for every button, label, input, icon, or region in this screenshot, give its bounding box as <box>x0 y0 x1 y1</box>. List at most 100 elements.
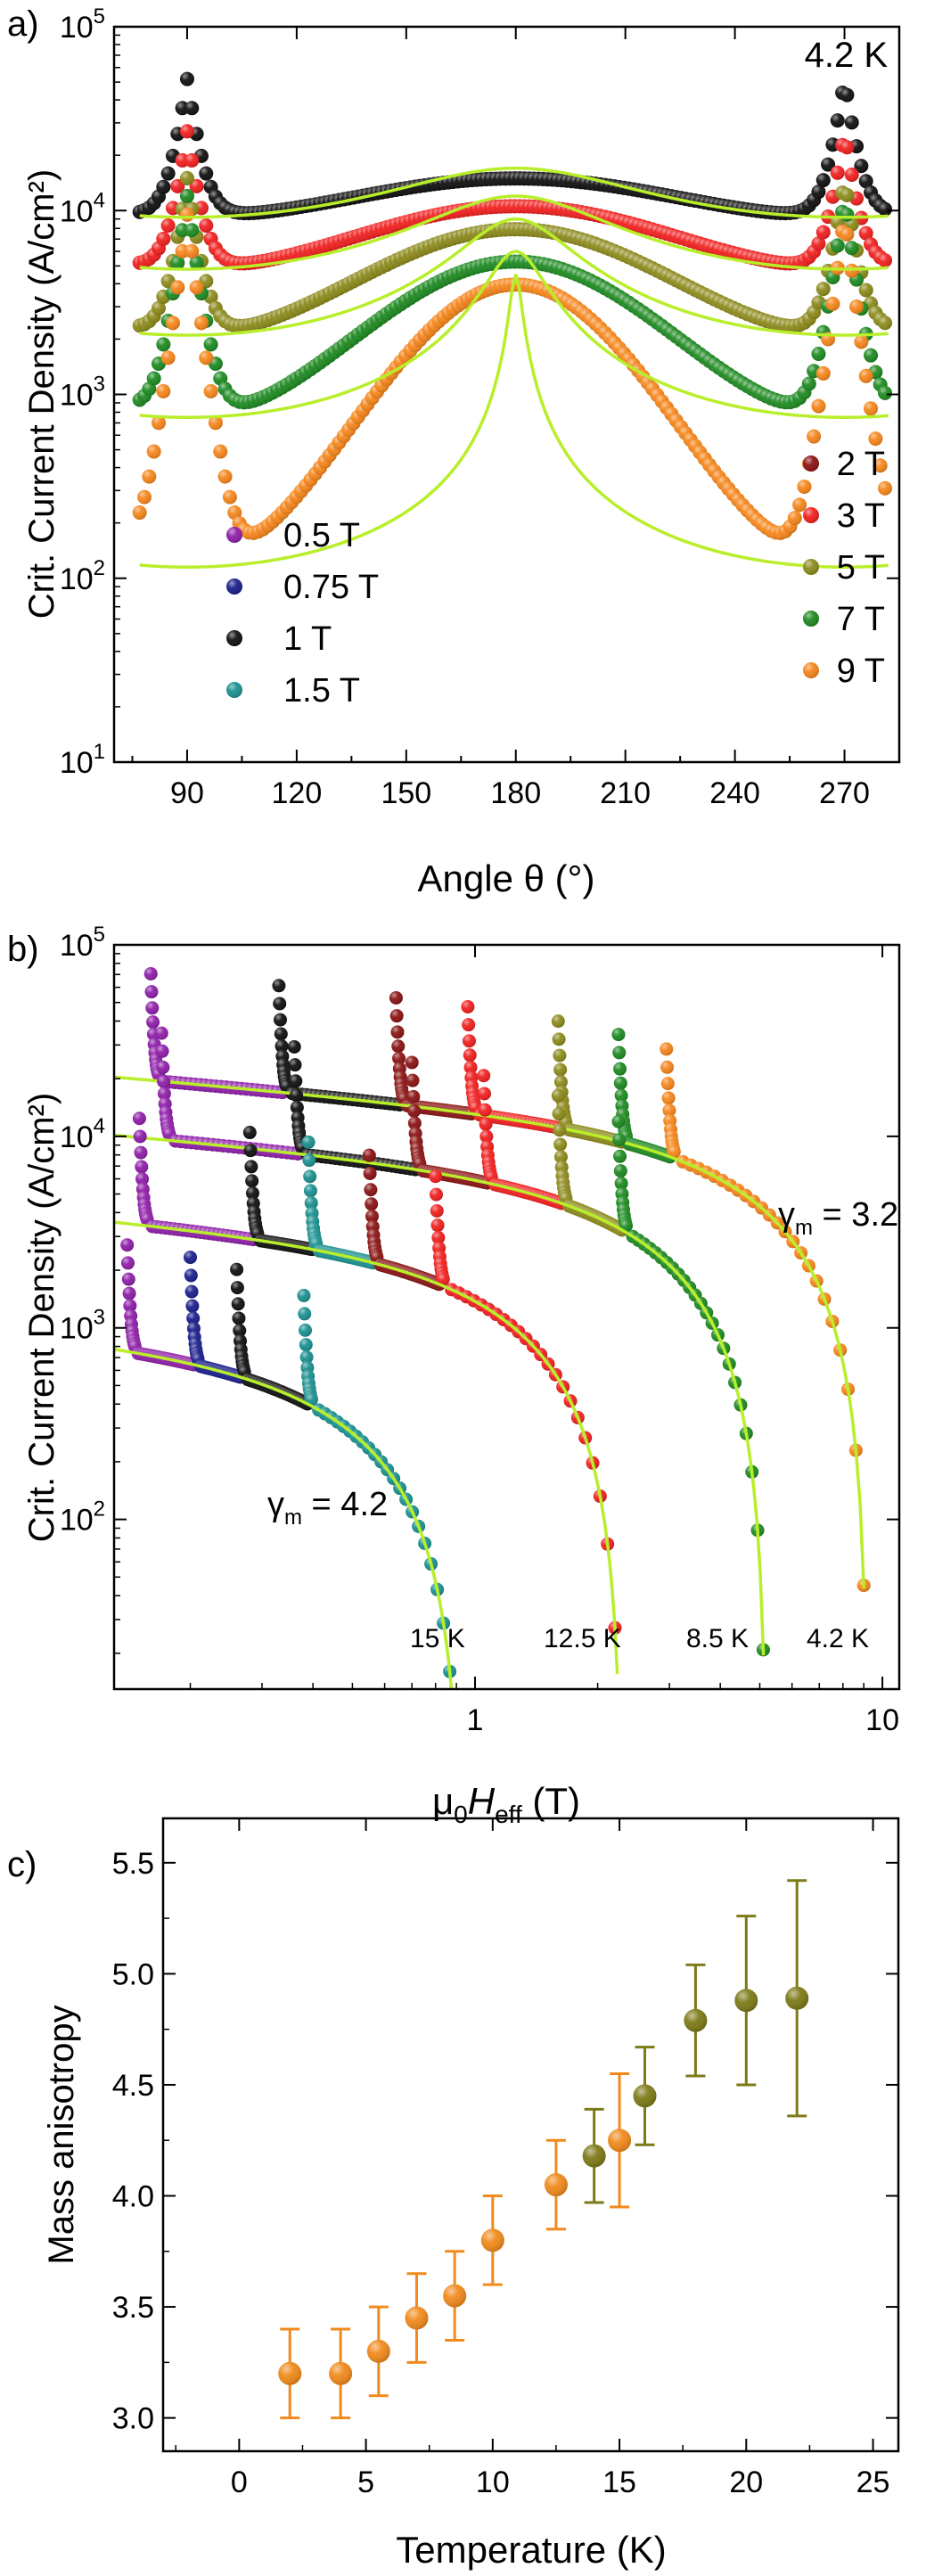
a-point <box>184 101 200 116</box>
a-point <box>878 385 893 400</box>
b-point <box>389 990 403 1005</box>
b-point <box>231 1297 245 1311</box>
b-ytick-label: 103 <box>60 1306 105 1346</box>
a-legend-label: 1 T <box>283 620 332 658</box>
c-point <box>684 2008 708 2032</box>
a-point <box>830 113 845 128</box>
b-point <box>132 1112 146 1126</box>
b-point <box>298 1307 312 1321</box>
b-gamma-low: γm = 4.2 <box>267 1486 388 1530</box>
b-point <box>661 1091 676 1105</box>
a-point <box>184 152 200 168</box>
a-point <box>858 283 873 298</box>
b-point <box>390 1025 405 1039</box>
a-xtick-label: 180 <box>490 776 541 810</box>
c-ytick-label: 4.5 <box>112 2069 154 2103</box>
b-point <box>290 1088 304 1103</box>
a-point <box>849 299 865 314</box>
a-legend-label: 1.5 T <box>283 672 360 710</box>
a-point <box>146 371 161 386</box>
b-point <box>479 1117 493 1131</box>
a-point <box>825 296 840 311</box>
b-point <box>185 1299 200 1313</box>
a-point <box>151 415 166 431</box>
panel-b-plot-area <box>114 966 871 1689</box>
b-point <box>184 1251 198 1265</box>
a-point <box>151 300 166 316</box>
b-point <box>553 1123 567 1137</box>
a-legend-marker <box>226 578 242 595</box>
a-legend-label: 2 T <box>837 446 885 483</box>
a-fit-5-T <box>139 217 889 337</box>
panel-a-axes: 90 120 150 180 210 240 270 101 102 103 104 105 <box>60 4 899 810</box>
b-point <box>273 997 287 1011</box>
a-point <box>807 429 822 444</box>
b-point <box>365 1197 379 1211</box>
a-point <box>146 444 161 459</box>
panel-a-x-axis-label: Angle θ (°) <box>418 857 595 899</box>
b-point <box>301 1135 315 1149</box>
a-ytick-label: 104 <box>60 188 105 228</box>
panel-c-y-axis-label: Mass anisotropy <box>42 2005 81 2264</box>
a-point <box>868 431 883 447</box>
b-point <box>274 1027 288 1041</box>
a-ytick-label: 102 <box>60 556 105 596</box>
a-point <box>156 231 171 246</box>
panel-c-x-axis-label: Temperature (K) <box>396 2529 666 2571</box>
c-xtick-label: 15 <box>602 2465 636 2499</box>
b-point <box>660 1042 674 1056</box>
a-point <box>864 401 879 416</box>
b-point <box>242 1126 257 1140</box>
b-point <box>157 1074 171 1088</box>
b-point <box>184 1268 198 1283</box>
b-point <box>479 1129 494 1144</box>
a-point <box>830 165 845 180</box>
b-point <box>363 1166 377 1180</box>
a-legend-marker <box>803 507 819 523</box>
c-ytick-label: 5.5 <box>112 1847 154 1881</box>
a-point <box>815 225 831 240</box>
b-point <box>275 1039 289 1054</box>
a-xtick-label: 90 <box>170 776 204 810</box>
b-point <box>362 1148 376 1162</box>
field-subscript: eff <box>495 1801 522 1828</box>
a-point <box>815 173 831 188</box>
b-point <box>613 1076 627 1090</box>
panel-a-y-axis-label: Crit. Current Density (A/cm²) <box>22 169 61 619</box>
a-point <box>222 489 237 505</box>
b-point <box>288 1058 302 1072</box>
b-point <box>612 1133 627 1147</box>
b-point <box>365 1210 379 1224</box>
c-point <box>329 2361 353 2385</box>
b-point <box>553 1075 568 1089</box>
b-point <box>405 1055 419 1070</box>
c-point <box>544 2173 568 2197</box>
b-point <box>303 1169 317 1184</box>
b-point <box>146 1015 160 1030</box>
b-fit-15-K <box>114 1348 454 1689</box>
c-ytick-label: 3.0 <box>112 2402 154 2436</box>
a-point <box>179 207 194 222</box>
c-xtick-label: 5 <box>357 2465 374 2499</box>
a-point <box>156 337 171 352</box>
b-point <box>299 1338 313 1352</box>
b-point <box>612 1046 627 1060</box>
b-fit-12-5-K <box>114 1220 619 1674</box>
b-ytick-label: 104 <box>60 1114 105 1154</box>
a-point <box>792 497 807 513</box>
b-point <box>430 1218 445 1233</box>
a-point <box>165 316 180 331</box>
panel-a-label: a) <box>7 4 39 44</box>
panel-a-legend: 0.5 T 0.75 T 1 T 1.5 T 2 T 3 T 5 T 7 T 9 T <box>226 446 885 710</box>
b-point <box>287 1039 301 1054</box>
b-point <box>431 1231 446 1245</box>
a-point <box>189 280 204 295</box>
b-xtick-label: 10 <box>865 1703 899 1737</box>
c-point <box>405 2306 429 2330</box>
a-point <box>858 226 873 241</box>
b-point <box>299 1323 313 1337</box>
a-legend-marker <box>803 455 819 472</box>
b-point <box>407 1116 422 1130</box>
panel-c-label: c) <box>7 1845 37 1884</box>
